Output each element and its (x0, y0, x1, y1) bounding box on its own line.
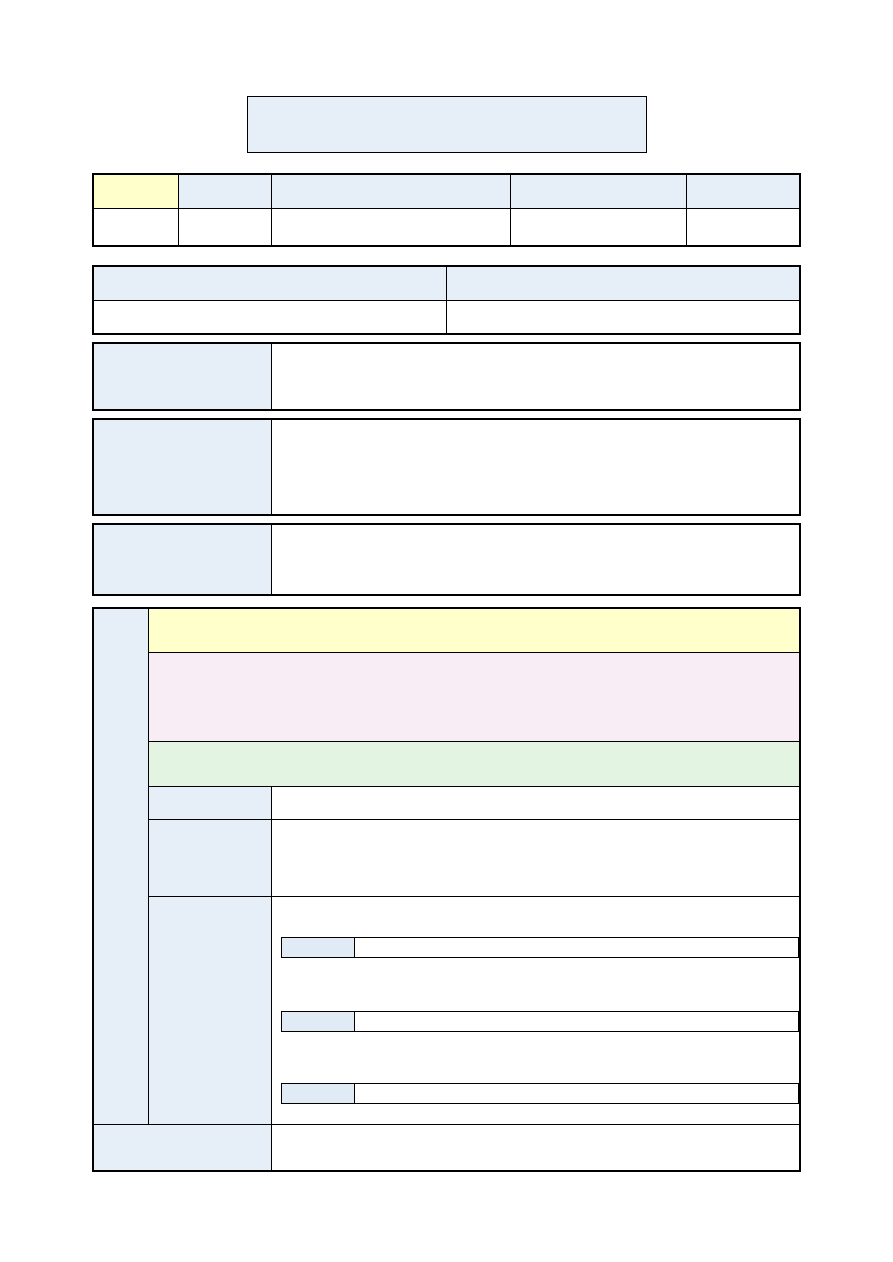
table1-value-cell-2[interactable] (178, 208, 272, 246)
footer-row-field[interactable] (271, 1124, 800, 1171)
pink-row[interactable] (148, 652, 800, 742)
section-a-outline (92, 342, 801, 411)
table1-outline (92, 173, 801, 247)
sub-field-1-input[interactable] (354, 937, 799, 958)
row-3-label (148, 896, 272, 1125)
section-b-label (93, 419, 272, 515)
table2-value-cell-2[interactable] (446, 300, 800, 334)
table2-value-cell-1[interactable] (93, 300, 447, 334)
section-a-label (93, 343, 272, 410)
row-1-label (148, 786, 272, 820)
table1-header-cell-4 (510, 174, 687, 209)
table2-header-cell-1 (93, 266, 447, 301)
section-a-field[interactable] (271, 343, 800, 410)
green-row[interactable] (148, 741, 800, 787)
table2-outline (92, 265, 801, 335)
sub-field-3-input[interactable] (354, 1083, 799, 1104)
table1-value-cell-4[interactable] (510, 208, 687, 246)
table1-value-cell-1[interactable] (93, 208, 179, 246)
section-b-field[interactable] (271, 419, 800, 515)
table1-value-cell-3[interactable] (271, 208, 511, 246)
section-b-outline (92, 418, 801, 516)
sub-field-2-input[interactable] (354, 1011, 799, 1032)
section-c-label (93, 524, 272, 595)
table1-value-cell-5[interactable] (686, 208, 800, 246)
section-c-outline (92, 523, 801, 596)
table1-header-cell-2 (178, 174, 272, 209)
main-section-outline (92, 607, 801, 1172)
form-title-box (247, 96, 647, 153)
